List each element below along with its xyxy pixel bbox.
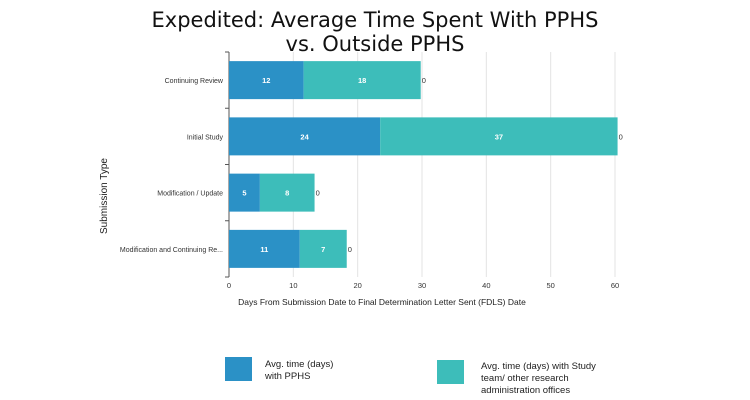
bar-value-label: 37 [495,132,503,141]
legend-line: administration offices [481,385,571,396]
bar-value-label: 5 [242,189,246,198]
bar-segment [229,117,381,156]
bar-segment [299,229,347,268]
bar-segment [259,173,315,212]
chart-title-line2: vs. Outside PPHS [285,32,465,56]
legend-label-other: Avg. time (days) with Study team/ other … [481,361,596,397]
bar-value-label: 24 [300,132,309,141]
bar-value-label: 11 [260,245,268,254]
legend-line: Avg. time (days) [265,359,334,370]
x-tick-label: 10 [289,281,297,290]
x-tick-label: 40 [482,281,490,290]
x-tick-label: 20 [353,281,361,290]
legend-swatch-pphs [225,357,252,381]
bar-segment [229,61,304,100]
bar-value-label: 0 [619,132,623,141]
legend-line: with PPHS [265,371,311,382]
x-axis-title: Days From Submission Date to Final Deter… [238,297,526,307]
bar-value-label: 0 [422,76,426,85]
legend-label-pphs: Avg. time (days) with PPHS [265,359,333,383]
bar-value-label: 12 [262,76,270,85]
legend-line: team/ other research [481,373,569,384]
y-axis-title: Submission Type [99,158,110,234]
legend-swatch-other [437,360,464,384]
legend-line: Avg. time (days) with Study [481,361,596,372]
bar-segment [380,117,618,156]
bar-value-label: 18 [358,76,366,85]
bar-value-label: 8 [285,189,289,198]
bar-value-label: 0 [348,245,352,254]
bar-segment [303,61,421,100]
bar-value-label: 0 [316,189,320,198]
x-tick-label: 0 [227,281,231,290]
x-tick-label: 50 [546,281,554,290]
category-label: Continuing Review [165,78,224,85]
category-label: Initial Study [187,134,224,141]
bar-segment [229,173,260,212]
x-tick-label: 30 [418,281,426,290]
bar-value-label: 7 [321,245,325,254]
chart-title-line1: Expedited: Average Time Spent With PPHS [151,8,599,32]
x-tick-label: 60 [611,281,619,290]
category-label: Modification / Update [157,191,223,198]
bar-segment [229,229,300,268]
category-label: Modification and Continuing Re... [120,247,223,254]
